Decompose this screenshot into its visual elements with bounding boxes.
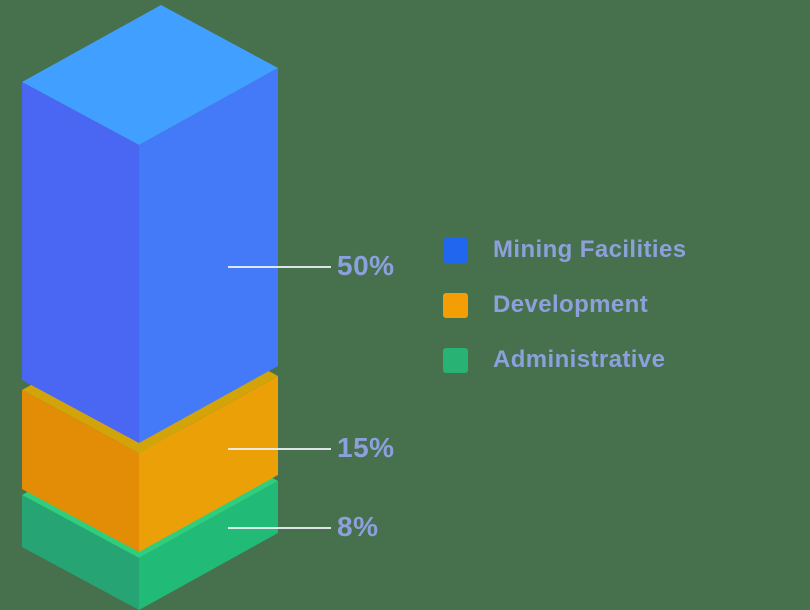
- legend-swatch-administrative-icon: [443, 347, 468, 373]
- administrative-left-face[interactable]: [22, 495, 139, 610]
- mining-facilities-right-face[interactable]: [139, 68, 278, 443]
- swatch-rect: [443, 237, 468, 263]
- swatch-rect: [443, 292, 468, 318]
- legend-item-administrative[interactable]: Administrative: [443, 346, 687, 373]
- administrative-right-face[interactable]: [139, 481, 278, 610]
- legend-item-mining-facilities[interactable]: Mining Facilities: [443, 236, 687, 263]
- legend-label-administrative: Administrative: [493, 346, 666, 373]
- mining-facilities-top-face[interactable]: [22, 5, 278, 145]
- development-left-face[interactable]: [22, 390, 139, 552]
- value-label-mining-facilities: 50%: [337, 250, 395, 281]
- legend-label-development: Development: [493, 291, 649, 318]
- value-label-development: 15%: [337, 432, 395, 463]
- swatch-rect: [443, 347, 468, 373]
- legend-swatch-mining-facilities-icon: [443, 237, 468, 263]
- legend-item-development[interactable]: Development: [443, 291, 687, 318]
- mining-facilities-left-face[interactable]: [22, 82, 139, 443]
- legend: Mining Facilities Development Administra…: [443, 236, 687, 402]
- legend-swatch-development-icon: [443, 292, 468, 318]
- legend-label-mining-facilities: Mining Facilities: [493, 236, 687, 263]
- development-right-face[interactable]: [139, 376, 278, 552]
- value-label-administrative: 8%: [337, 511, 379, 542]
- bar-segment-mining-facilities[interactable]: [22, 5, 278, 443]
